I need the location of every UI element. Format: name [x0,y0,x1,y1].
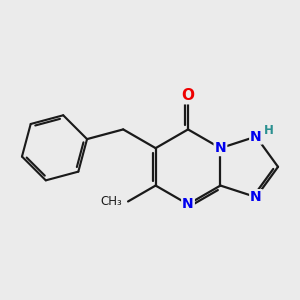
Text: N: N [214,141,226,155]
Text: N: N [182,197,194,211]
Text: H: H [264,124,274,137]
Text: O: O [182,88,194,103]
Text: N: N [250,190,262,204]
Text: N: N [250,130,262,144]
Text: CH₃: CH₃ [101,195,122,208]
